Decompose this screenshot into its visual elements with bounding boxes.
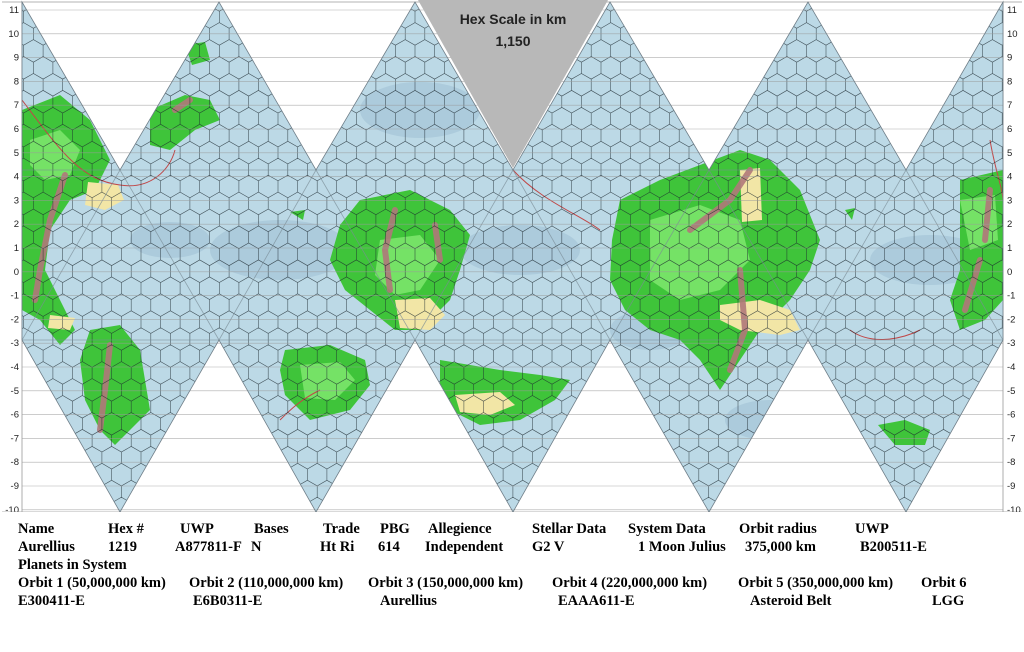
y-axis-label: -10 bbox=[1007, 505, 1021, 512]
scale-title: Hex Scale in km bbox=[460, 11, 567, 27]
y-axis-label: -3 bbox=[1007, 338, 1015, 349]
y-axis-label: 4 bbox=[14, 172, 19, 183]
value-bases: N bbox=[251, 539, 262, 555]
y-axis-label: -4 bbox=[11, 362, 19, 373]
y-axis-label: -10 bbox=[5, 505, 19, 512]
value-name: Aurellius bbox=[18, 539, 75, 555]
y-axis-label: 8 bbox=[1007, 76, 1012, 87]
y-axis-label: 4 bbox=[1007, 172, 1012, 183]
y-axis-label: -9 bbox=[1007, 481, 1015, 492]
orbit-6-label: Orbit 6 bbox=[921, 575, 967, 591]
map-outline bbox=[21, 0, 1004, 512]
scale-value: 1,150 bbox=[495, 33, 530, 49]
value-stellar: G2 V bbox=[532, 539, 565, 555]
planets-in-system-label: Planets in System bbox=[18, 557, 127, 573]
scale-box bbox=[418, 0, 608, 168]
y-axis-label: -8 bbox=[11, 457, 19, 468]
y-axis-label: 5 bbox=[14, 148, 19, 159]
value-orbit-radius: 375,000 km bbox=[745, 539, 816, 555]
header-trade: Trade bbox=[323, 521, 360, 537]
header-system: System Data bbox=[628, 521, 706, 537]
y-axis-label: 11 bbox=[1007, 5, 1017, 16]
y-axis-label: -3 bbox=[11, 338, 19, 349]
orbit-3-value: Aurellius bbox=[380, 593, 437, 609]
orbit-2-value: E6B0311-E bbox=[193, 593, 263, 609]
y-axis-label: -9 bbox=[11, 481, 19, 492]
header-stellar: Stellar Data bbox=[532, 521, 607, 537]
value-uwp-2: B200511-E bbox=[860, 539, 927, 555]
y-axis-label: -5 bbox=[1007, 386, 1015, 397]
header-pbg: PBG bbox=[380, 521, 410, 537]
header-name: Name bbox=[18, 521, 55, 537]
orbit-6-value: LGG bbox=[932, 593, 965, 609]
y-axis-label: 1 bbox=[1007, 243, 1012, 254]
orbit-1-value: E300411-E bbox=[18, 593, 85, 609]
header-uwp-2: UWP bbox=[855, 521, 889, 537]
y-axis-label: -1 bbox=[1007, 291, 1015, 302]
y-axis-label: 7 bbox=[14, 100, 19, 111]
y-axis-label: 8 bbox=[14, 76, 19, 87]
orbit-4-value: EAAA611-E bbox=[558, 593, 635, 609]
header-uwp: UWP bbox=[180, 521, 214, 537]
y-axis-label: 2 bbox=[14, 219, 19, 230]
header-hex: Hex # bbox=[108, 521, 144, 537]
orbit-2-label: Orbit 2 (110,000,000 km) bbox=[189, 575, 344, 591]
y-axis-label: -7 bbox=[1007, 433, 1015, 444]
y-axis-label: 11 bbox=[9, 5, 19, 16]
y-axis-label: -2 bbox=[11, 314, 19, 325]
orbit-4-label: Orbit 4 (220,000,000 km) bbox=[552, 575, 708, 591]
orbit-5-label: Orbit 5 (350,000,000 km) bbox=[738, 575, 894, 591]
y-axis-label: -6 bbox=[1007, 410, 1015, 421]
value-hex: 1219 bbox=[108, 539, 137, 555]
y-axis-label: -8 bbox=[1007, 457, 1015, 468]
header-orbit-radius: Orbit radius bbox=[739, 521, 817, 537]
y-axis-label: 10 bbox=[1007, 29, 1018, 40]
y-axis-label: 6 bbox=[1007, 124, 1012, 135]
icosahedron-seams bbox=[22, 169, 1003, 341]
y-axis-label: 3 bbox=[1007, 195, 1012, 206]
mountain-ranges bbox=[32, 97, 993, 433]
header-allegiance: Allegience bbox=[428, 521, 492, 537]
y-axis-label: 3 bbox=[14, 195, 19, 206]
value-trade: Ht Ri bbox=[320, 539, 355, 555]
y-axis-label: 9 bbox=[14, 53, 19, 64]
y-axis-label: -2 bbox=[1007, 314, 1015, 325]
value-pbg: 614 bbox=[378, 539, 400, 555]
y-axis-label: 9 bbox=[1007, 53, 1012, 64]
world-map: Hex Scale in km 1,150 11109876543210-1-2… bbox=[2, 0, 1022, 512]
deserts bbox=[48, 168, 800, 415]
y-axis-label: 10 bbox=[8, 29, 19, 40]
value-uwp: A877811-F bbox=[175, 539, 242, 555]
y-axis-label: -6 bbox=[11, 410, 19, 421]
orbit-1-label: Orbit 1 (50,000,000 km) bbox=[18, 575, 166, 591]
y-axis-label: 0 bbox=[1007, 267, 1012, 278]
header-bases: Bases bbox=[254, 521, 289, 537]
y-axis-label: 1 bbox=[14, 243, 19, 254]
y-axis-label: 7 bbox=[1007, 100, 1012, 111]
orbit-5-value: Asteroid Belt bbox=[750, 593, 832, 609]
value-allegiance: Independent bbox=[425, 539, 504, 555]
y-axis-label: -5 bbox=[11, 386, 19, 397]
y-axis-label: 5 bbox=[1007, 148, 1012, 159]
y-axis-label: 2 bbox=[1007, 219, 1012, 230]
y-axis-label: 0 bbox=[14, 267, 19, 278]
value-system: 1 Moon Julius bbox=[638, 539, 726, 555]
y-axis-label: -4 bbox=[1007, 362, 1015, 373]
y-axis-label: -1 bbox=[11, 291, 19, 302]
orbit-3-label: Orbit 3 (150,000,000 km) bbox=[368, 575, 524, 591]
y-axis-label: -7 bbox=[11, 433, 19, 444]
y-axis-label: 6 bbox=[14, 124, 19, 135]
